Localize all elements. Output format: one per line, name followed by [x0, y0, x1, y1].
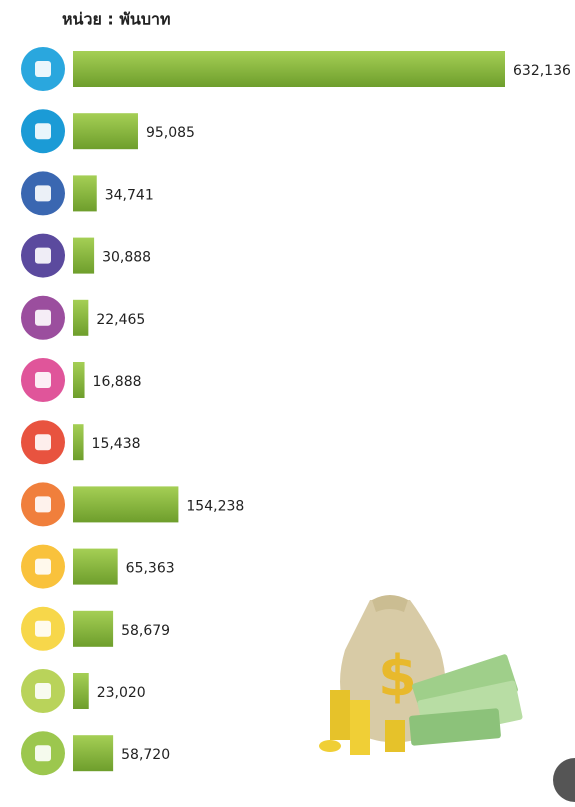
bar [73, 175, 97, 212]
bar [73, 362, 85, 398]
value-label: 23,020 [97, 685, 146, 701]
bar [73, 486, 179, 523]
value-label: 22,465 [96, 312, 145, 328]
bar [73, 299, 89, 336]
icon-glyph [35, 372, 51, 388]
bar [73, 51, 505, 87]
bar [73, 548, 118, 585]
value-label: 632,136 [513, 63, 571, 79]
icon-glyph [35, 620, 51, 637]
bar [73, 113, 138, 150]
value-label: 58,679 [121, 623, 170, 639]
value-label: 15,438 [92, 436, 141, 452]
value-label: 95,085 [146, 125, 195, 141]
bar [73, 735, 114, 772]
value-label: 16,888 [93, 374, 142, 390]
value-label: 65,363 [126, 561, 175, 577]
value-label: 34,741 [105, 187, 154, 203]
icon-glyph [35, 683, 51, 699]
icon-glyph [35, 309, 51, 326]
icon-glyph [35, 558, 51, 575]
icon-glyph [35, 185, 51, 202]
icon-glyph [35, 434, 51, 451]
icon-glyph [35, 123, 51, 140]
value-label: 58,720 [121, 747, 170, 763]
chart-title: หน่วย : พันบาท [62, 10, 171, 29]
bar [73, 673, 89, 709]
settings-icon[interactable] [553, 758, 575, 802]
value-label: 154,238 [186, 498, 244, 514]
bar [73, 237, 95, 274]
bar [73, 610, 114, 647]
bar [73, 424, 84, 461]
svg-text:$: $ [378, 644, 417, 709]
icon-glyph [35, 496, 51, 513]
icon-glyph [35, 247, 51, 264]
icon-glyph [35, 745, 51, 762]
icon-glyph [35, 61, 51, 77]
money-illustration: $ [319, 595, 523, 755]
value-label: 30,888 [102, 250, 151, 266]
